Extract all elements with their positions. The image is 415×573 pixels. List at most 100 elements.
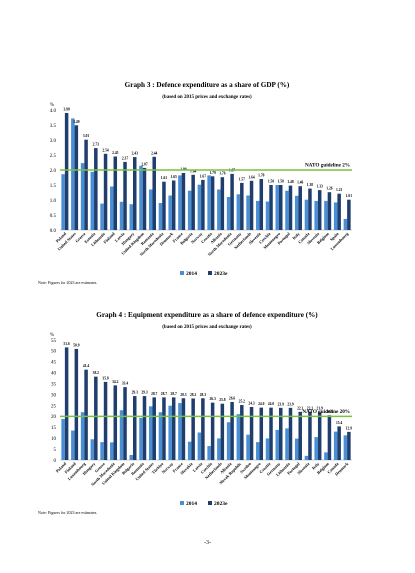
bar-2023e: [230, 173, 234, 230]
data-label: 28.3: [200, 393, 206, 397]
bar-2023e: [240, 182, 244, 230]
bar-2023e: [210, 176, 215, 230]
bar-2014: [285, 190, 289, 230]
bar-2014: [100, 442, 104, 460]
data-label: 1.57: [239, 177, 245, 181]
bar-2023e: [327, 415, 332, 460]
data-label: 1.26: [326, 187, 332, 191]
data-label: 22.1: [307, 406, 313, 410]
bar-2023e: [269, 185, 273, 230]
y-tick-label: 20: [51, 415, 57, 420]
bar-2014: [294, 195, 299, 230]
bar-2023e: [113, 385, 118, 460]
y-tick-label: 1.0: [50, 199, 57, 204]
bar-2014: [343, 435, 348, 460]
bar-2023e: [337, 193, 341, 230]
bar-2014: [158, 412, 163, 460]
bar-2014: [236, 194, 241, 230]
bar-2023e: [123, 161, 127, 230]
y-tick-label: 35: [51, 382, 57, 387]
bar-2014: [71, 118, 75, 230]
y-tick-label: 10: [51, 437, 57, 442]
chart-title: Graph 4 : Equipment expenditure as a sha…: [96, 311, 318, 319]
data-label: 28.7: [151, 392, 157, 396]
bar-2014: [129, 204, 133, 230]
data-label: 28.7: [171, 392, 177, 396]
bar-2014: [275, 185, 279, 230]
data-label: 34.2: [112, 380, 118, 384]
data-label: 38.2: [93, 371, 99, 375]
bar-2023e: [288, 407, 293, 460]
bar-2014: [187, 190, 192, 230]
bar-2014: [158, 203, 163, 230]
data-label: 2.43: [132, 152, 138, 156]
data-label: 12.9: [346, 426, 352, 430]
bar-2014: [71, 430, 75, 460]
x-tick-label: Italy: [311, 461, 321, 471]
bar-2014: [207, 175, 211, 230]
data-label: 2.54: [102, 148, 108, 152]
data-label: 24.0: [258, 402, 264, 406]
data-label: 23.9: [278, 402, 284, 406]
data-label: 3.01: [83, 134, 89, 138]
bar-2014: [187, 441, 192, 460]
bar-2014: [256, 200, 260, 230]
y-tick-label: 0: [54, 459, 57, 464]
chart-subtitle: (based on 2015 prices and exchange rates…: [162, 95, 252, 100]
legend-swatch-2023e: [208, 271, 212, 275]
bar-2023e: [64, 113, 69, 230]
bar-2014: [90, 439, 95, 460]
data-label: 2.44: [151, 151, 157, 155]
chart-subtitle: (based on 2015 prices and exchange rates…: [162, 325, 252, 330]
y-tick-label: 25: [51, 404, 57, 409]
bar-2023e: [133, 157, 137, 230]
data-label: 1.50: [268, 180, 274, 184]
bar-2014: [217, 438, 221, 460]
bar-2023e: [94, 148, 98, 230]
bar-2023e: [171, 180, 176, 230]
nato-guideline-label: NATO guideline 2%: [305, 163, 350, 169]
bar-2023e: [103, 381, 108, 460]
bar-2014: [343, 218, 348, 230]
bar-2014: [119, 201, 124, 230]
data-label: 1.65: [171, 175, 177, 179]
bar-2014: [110, 442, 114, 460]
bar-2023e: [279, 185, 283, 230]
bar-2023e: [230, 401, 234, 460]
bar-2014: [265, 438, 270, 460]
bar-2023e: [84, 139, 88, 230]
data-label: 20.5: [326, 410, 332, 414]
bar-2014: [197, 184, 202, 230]
bar-2023e: [317, 412, 322, 460]
bar-2023e: [327, 192, 332, 230]
y-tick-label: 4.0: [50, 109, 57, 114]
data-label: 29.3: [141, 391, 147, 395]
data-label: 1.38: [307, 183, 313, 187]
data-label: 26.6: [229, 396, 235, 400]
legend-swatch-2014: [180, 271, 184, 275]
data-label: 1.48: [287, 180, 293, 184]
bar-2014: [217, 189, 221, 230]
bar-2023e: [162, 181, 166, 230]
page-number: -3-: [204, 540, 211, 546]
bar-2023e: [259, 179, 264, 230]
bar-2023e: [142, 167, 147, 230]
data-label: 33.4: [122, 382, 128, 386]
bar-2023e: [259, 407, 264, 460]
data-label: 41.4: [83, 364, 89, 368]
legend-swatch-2023e: [208, 501, 212, 505]
bar-2023e: [269, 407, 273, 460]
chart-title: Graph 3 : Defence expenditure as a share…: [125, 81, 290, 89]
bar-2014: [246, 434, 250, 460]
y-axis-label: %: [50, 333, 54, 338]
data-label: 1.84: [190, 169, 196, 173]
bar-2023e: [64, 347, 69, 460]
chart-equipment-expenditure-share: Graph 4 : Equipment expenditure as a sha…: [38, 311, 352, 515]
bar-2014: [314, 200, 318, 230]
bar-2014: [256, 442, 260, 460]
data-label: 1.50: [278, 180, 284, 184]
bar-2014: [119, 410, 124, 460]
bar-2014: [178, 403, 182, 460]
data-label: 22.1: [297, 406, 303, 410]
